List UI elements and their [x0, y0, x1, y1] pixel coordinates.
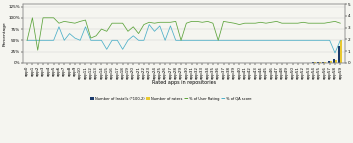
Bar	[333, 59, 335, 63]
Bar	[330, 61, 332, 63]
Bar	[309, 62, 310, 63]
Bar	[322, 62, 324, 63]
Bar	[314, 62, 316, 63]
Y-axis label: Percentage: Percentage	[3, 21, 7, 46]
Bar	[312, 62, 314, 63]
X-axis label: Rated apps in repositories: Rated apps in repositories	[152, 80, 216, 85]
Bar	[319, 62, 321, 63]
Bar	[317, 62, 319, 63]
Bar	[340, 40, 342, 63]
Bar	[335, 60, 337, 63]
Bar	[306, 62, 309, 63]
Bar	[324, 62, 327, 63]
Legend: Number of Installs (*100-2), Number of raters, % of User Rating, % of QA score: Number of Installs (*100-2), Number of r…	[89, 95, 253, 102]
Bar	[338, 46, 340, 63]
Bar	[328, 61, 330, 63]
